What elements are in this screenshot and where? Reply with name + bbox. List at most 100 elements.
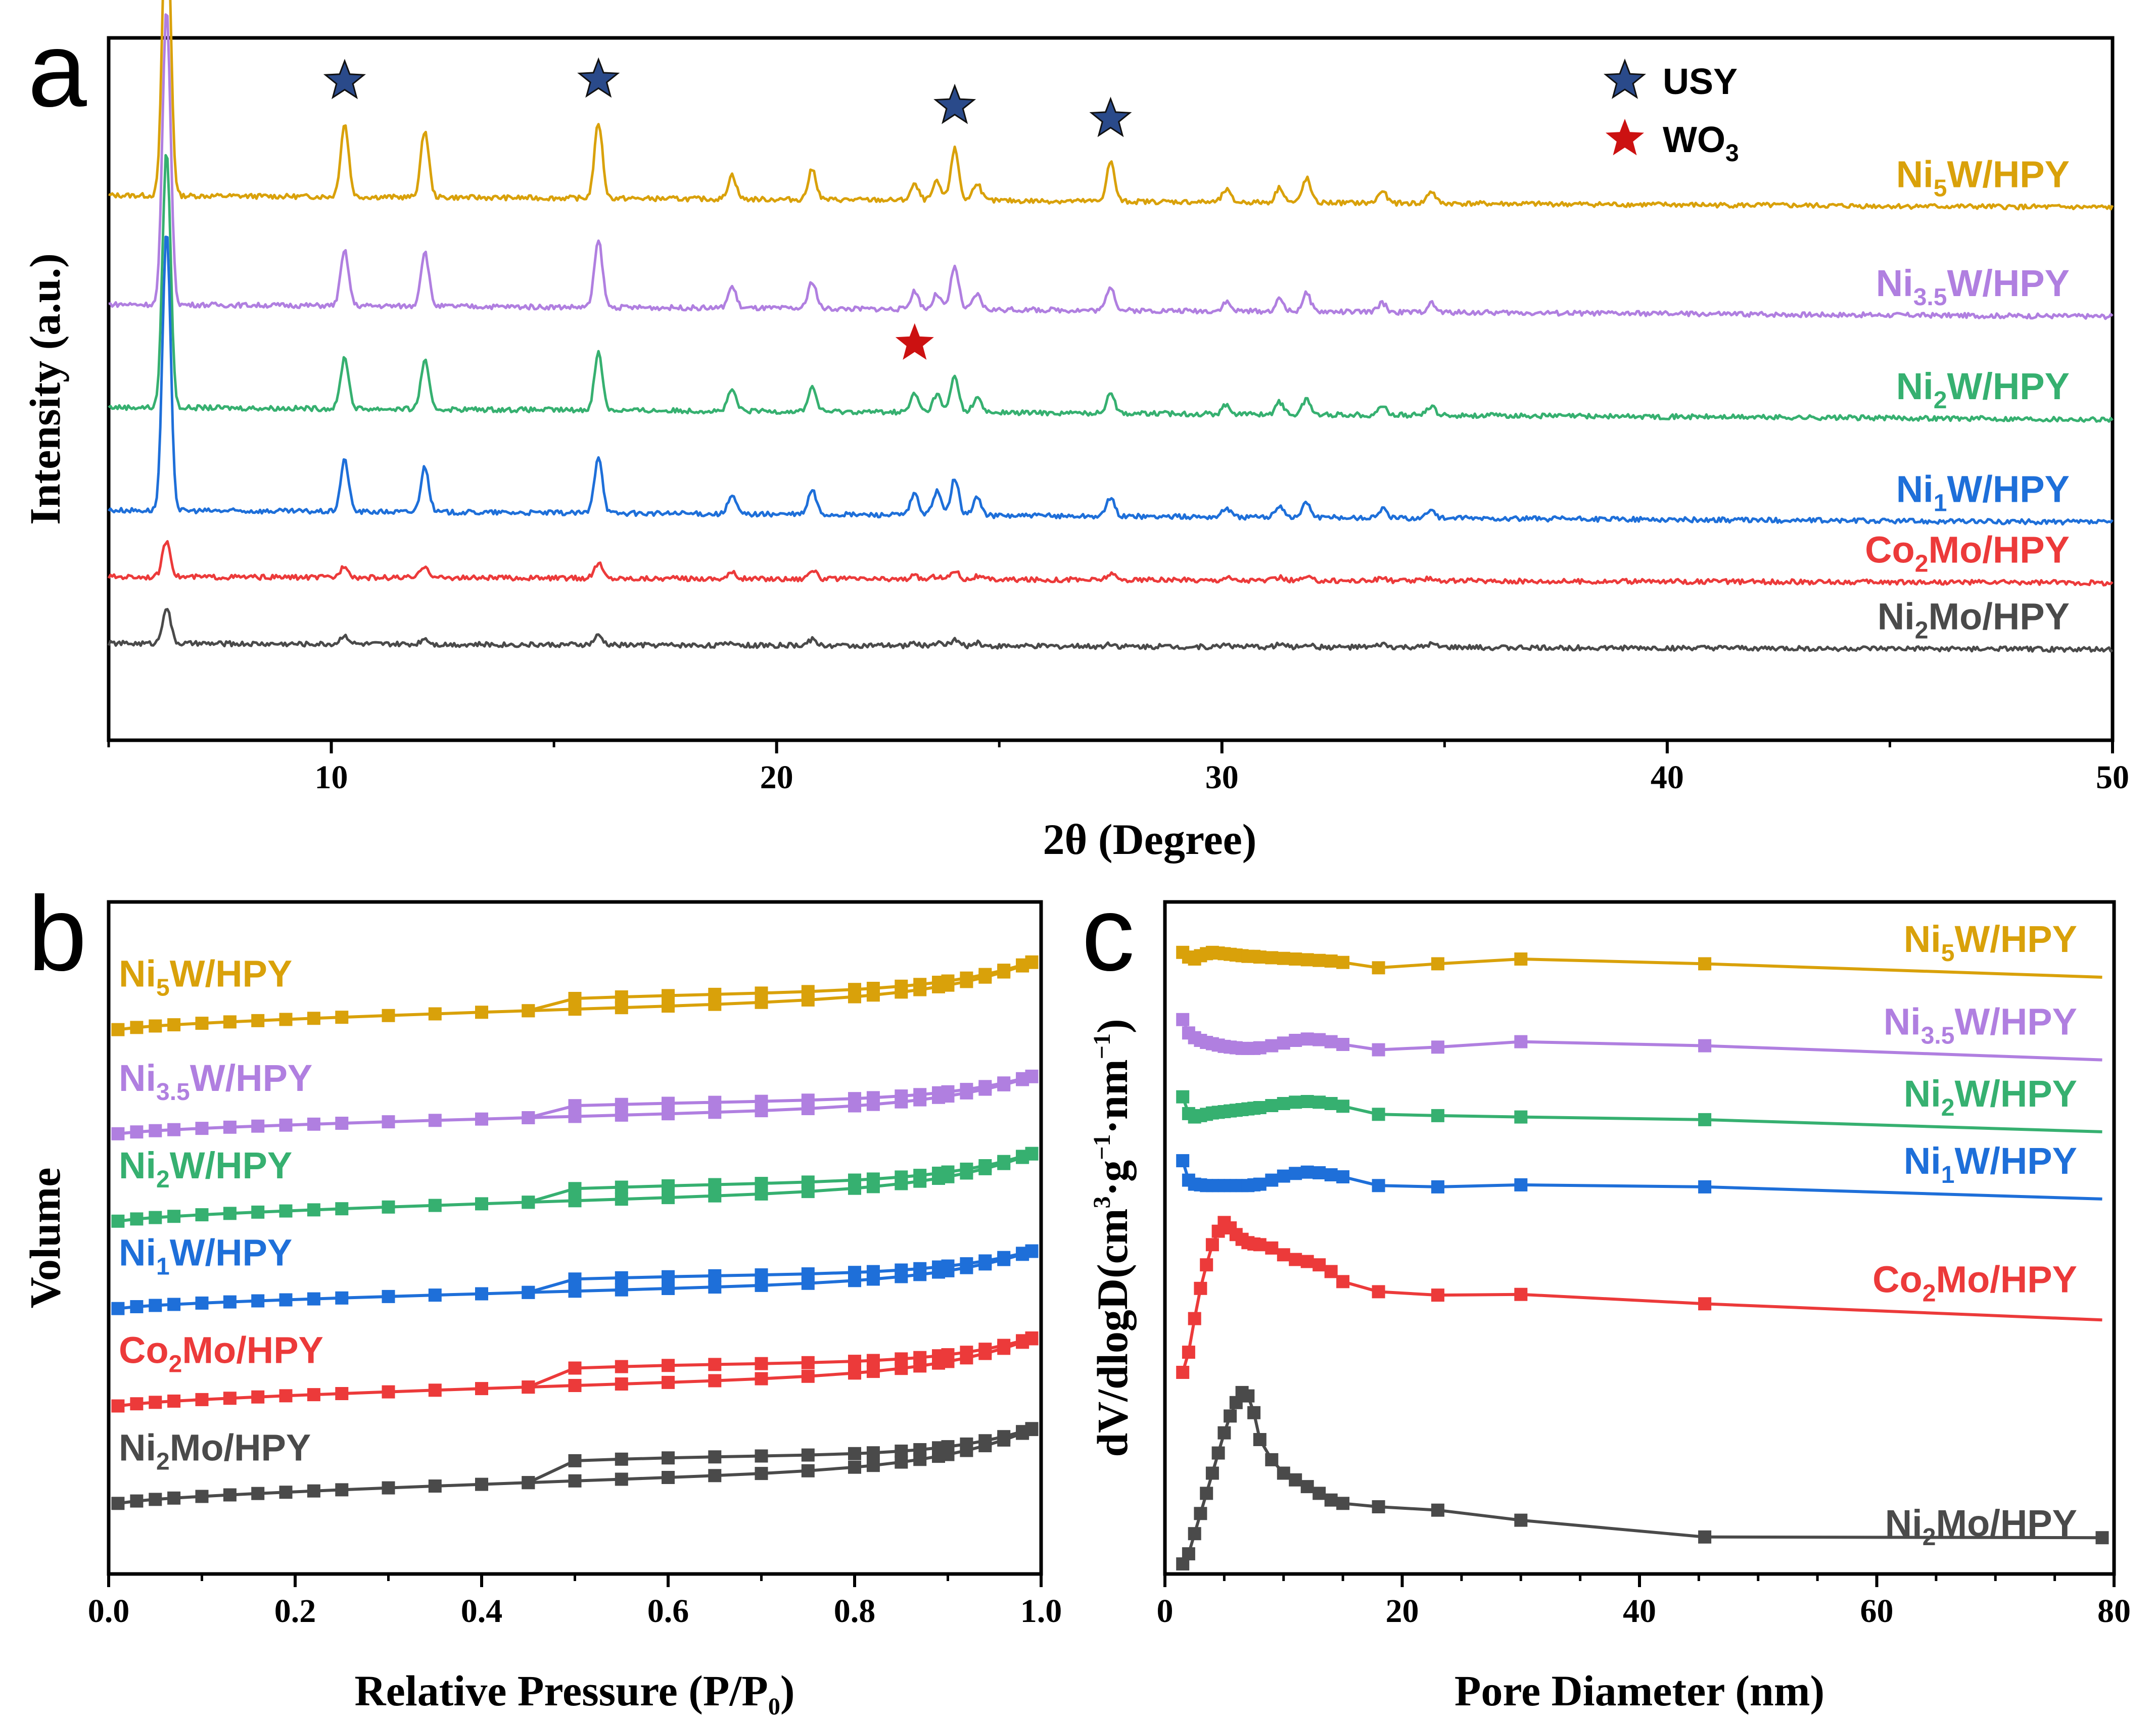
isotherm-point — [475, 1287, 488, 1301]
xrd-series-ni2w-hpy — [108, 154, 2114, 423]
series-label-ni3-5w-hpy: Ni3.5W/HPY — [1876, 262, 2070, 311]
isotherm-point — [913, 1169, 927, 1182]
isotherm-point — [568, 1284, 582, 1298]
pore-point — [1289, 1095, 1302, 1109]
isotherm-point — [195, 1393, 209, 1406]
isotherm-point — [932, 1349, 945, 1363]
panel-b-series-labels: Ni5W/HPYNi3.5W/HPYNi2W/HPYNi1W/HPYCo2Mo/… — [119, 953, 323, 1475]
panel-a-series — [107, 0, 2114, 653]
pore-point — [1698, 1039, 1712, 1053]
panel-c-x-tick-label: 20 — [1386, 1593, 1419, 1630]
isotherm-point — [708, 1469, 722, 1483]
isotherm-point — [866, 1265, 880, 1278]
isotherm-point — [662, 1451, 675, 1465]
desorption-branch — [528, 1427, 1033, 1484]
pore-point — [1211, 1446, 1225, 1460]
panel-b-isotherms: 0.0 0.2 0.4 0.6 0.8 1.0 Ni5W/HPYNi3.5W/HPYNi2… — [21, 900, 1062, 1720]
isotherm-point — [279, 1293, 293, 1307]
isotherm-point — [568, 1474, 582, 1488]
isotherm-point — [708, 1178, 722, 1191]
isotherm-point — [382, 1481, 395, 1495]
isotherm-point — [662, 989, 675, 1002]
panel-c-x-tick-label: 60 — [1860, 1593, 1894, 1630]
pore-point — [1176, 1090, 1190, 1104]
isotherm-point — [335, 1483, 349, 1497]
isotherm-point — [167, 1123, 181, 1136]
pore-point — [1313, 953, 1326, 967]
isotherm-point — [866, 1091, 880, 1105]
series-label-sub: 1 — [1934, 490, 1947, 517]
isotherm-co2mo-hpy — [111, 1331, 1039, 1413]
isotherm-point — [251, 1294, 265, 1308]
pore-point — [1372, 1285, 1385, 1299]
series-label-rest: Mo/HPY — [182, 1329, 323, 1371]
isotherm-point — [895, 1263, 908, 1277]
series-label-sub: 3.5 — [1913, 284, 1947, 311]
desorption-branch — [528, 960, 1033, 1013]
isotherm-point — [279, 1118, 293, 1132]
isotherm-point — [149, 1396, 162, 1409]
pore-point — [1253, 1433, 1267, 1446]
isotherm-point — [1016, 1334, 1029, 1348]
isotherm-point — [307, 1203, 320, 1217]
series-label-main: Co — [119, 1329, 169, 1371]
isotherm-point — [978, 1080, 992, 1093]
pore-point — [1247, 1406, 1261, 1419]
isotherm-point — [149, 1124, 162, 1137]
pore-point — [1336, 1497, 1350, 1510]
pore-point — [1514, 1110, 1528, 1124]
pore-point — [1336, 1038, 1350, 1051]
isotherm-point — [848, 1366, 861, 1380]
isotherm-point — [223, 1488, 237, 1502]
pore-point — [1205, 1238, 1219, 1252]
pore-point — [1514, 1035, 1528, 1048]
panel-c-y-title-mid: ·g — [1088, 1160, 1137, 1197]
panel-c-x-tick-label: 80 — [2097, 1593, 2131, 1630]
isotherm-point — [960, 1083, 973, 1096]
pore-point — [1277, 1466, 1290, 1480]
series-label-ni5w-hpy: Ni5W/HPY — [1896, 154, 2070, 202]
isotherm-point — [279, 1486, 293, 1499]
isotherm-point — [223, 1120, 237, 1134]
isotherm-point — [428, 1479, 442, 1493]
isotherm-point — [522, 1380, 535, 1394]
isotherm-point — [111, 1302, 125, 1315]
series-label-main: Co — [1865, 529, 1915, 570]
isotherm-point — [130, 1212, 144, 1226]
series-label-sub: 2 — [156, 1448, 170, 1475]
series-label-main: Ni — [119, 1057, 156, 1099]
isotherm-point — [167, 1018, 181, 1032]
pore-point — [1277, 1169, 1290, 1183]
pore-point — [1324, 1035, 1338, 1048]
panel-c-x-axis: 0 20 40 60 80 — [1157, 1574, 2131, 1630]
isotherm-point — [615, 1180, 628, 1194]
isotherm-point — [1016, 1150, 1029, 1163]
panel-b-x-tick-label: 0.4 — [461, 1593, 503, 1630]
pore-point — [1205, 1466, 1219, 1480]
xrd-series-ni1w-hpy — [107, 235, 2114, 526]
series-label-rest: W/HPY — [1947, 154, 2070, 196]
isotherm-point — [428, 1007, 442, 1021]
isotherm-ni5w-hpy — [111, 955, 1039, 1036]
isotherm-point — [997, 1155, 1011, 1168]
isotherm-point — [335, 1202, 349, 1216]
xrd-series-ni2mo-hpy — [107, 608, 2114, 653]
pore-point — [1265, 1241, 1279, 1255]
legend-label: USY — [1663, 62, 1738, 102]
isotherm-point — [335, 1011, 349, 1024]
series-label-rest: W/HPY — [1954, 1140, 2077, 1182]
panel-a-series-labels: Ni5W/HPYNi3.5W/HPYNi2W/HPYNi1W/HPYCo2Mo/… — [1865, 154, 2070, 644]
isotherm-point — [662, 1375, 675, 1389]
isotherm-point — [932, 1441, 945, 1455]
legend-entry: USY — [1663, 62, 1738, 102]
isotherm-point — [568, 992, 582, 1005]
series-label-co2mo-hpy: Co2Mo/HPY — [1872, 1258, 2077, 1307]
pore-point — [1224, 1409, 1237, 1423]
isotherm-point — [960, 1437, 973, 1451]
isotherm-point — [662, 1282, 675, 1295]
isotherm-point — [662, 1179, 675, 1192]
pore-point — [1188, 1312, 1201, 1325]
panel-a-x-tick-label: 30 — [1205, 759, 1239, 796]
isotherm-point — [428, 1199, 442, 1212]
isotherm-point — [997, 1251, 1011, 1264]
